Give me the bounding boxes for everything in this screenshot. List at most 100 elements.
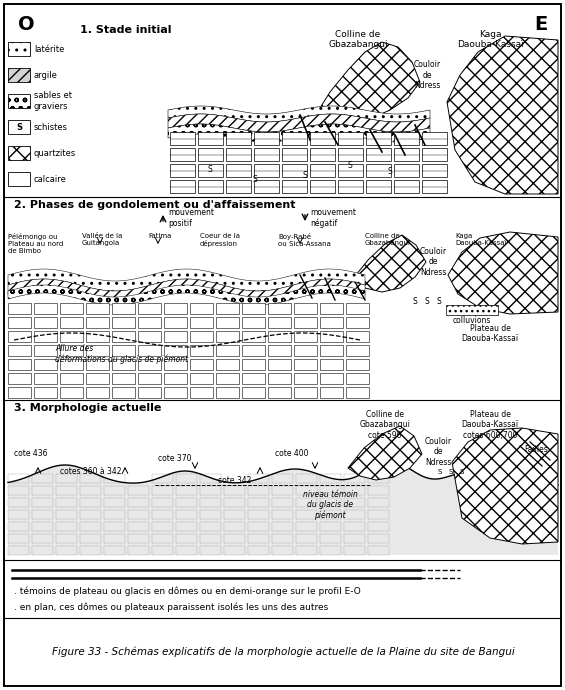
Bar (320, 359, 343, 370)
Bar (226, 180, 251, 193)
Bar (320, 331, 343, 342)
Bar (104, 534, 125, 543)
Bar (170, 164, 195, 177)
Bar (112, 317, 135, 328)
Bar (216, 345, 239, 356)
Bar (346, 331, 369, 342)
Bar (138, 387, 161, 398)
Text: Plateau de
Daouba-Kassaï
cotes 600,700: Plateau de Daouba-Kassaï cotes 600,700 (462, 410, 519, 440)
Bar (422, 164, 447, 177)
Polygon shape (452, 428, 558, 544)
Text: Vallée de la
Guitangola: Vallée de la Guitangola (82, 233, 123, 246)
Bar (346, 345, 369, 356)
Bar (310, 148, 335, 161)
Text: cote 400: cote 400 (275, 449, 308, 458)
Bar (164, 303, 187, 314)
Bar (254, 180, 279, 193)
Bar (8, 68, 30, 82)
Bar (226, 164, 251, 177)
Bar (164, 345, 187, 356)
Bar (344, 474, 365, 483)
Bar (248, 534, 269, 543)
Bar (368, 522, 389, 531)
Polygon shape (348, 426, 422, 480)
Bar (104, 498, 125, 507)
Bar (152, 510, 173, 519)
Text: schistes: schistes (34, 123, 68, 132)
Bar (128, 486, 149, 495)
Bar (200, 534, 221, 543)
Bar (242, 317, 265, 328)
Bar (224, 534, 245, 543)
Bar (56, 486, 77, 495)
Text: Fatima: Fatima (148, 233, 171, 239)
Bar (242, 331, 265, 342)
Bar (8, 94, 30, 108)
Bar (422, 148, 447, 161)
Text: S: S (16, 123, 22, 132)
Bar (394, 132, 419, 145)
Text: Failles: Failles (524, 446, 547, 455)
Bar (296, 522, 317, 531)
Bar (254, 132, 279, 145)
Bar (320, 486, 341, 495)
Text: Couloir
de
Ndress: Couloir de Ndress (414, 60, 441, 90)
Bar (152, 486, 173, 495)
Text: sables et
graviers: sables et graviers (34, 91, 72, 110)
Bar (60, 331, 83, 342)
Bar (8, 387, 31, 398)
Bar (198, 180, 223, 193)
Bar (176, 486, 197, 495)
Polygon shape (8, 461, 558, 555)
Text: S: S (460, 469, 464, 475)
Text: Coeur de la
dépression: Coeur de la dépression (200, 233, 240, 247)
Bar (32, 474, 53, 483)
Bar (34, 359, 57, 370)
Bar (60, 373, 83, 384)
Bar (200, 522, 221, 531)
Bar (272, 546, 293, 555)
Bar (268, 317, 291, 328)
Bar (446, 305, 498, 315)
Bar (32, 486, 53, 495)
Bar (190, 317, 213, 328)
Bar (112, 359, 135, 370)
Bar (294, 317, 317, 328)
Bar (8, 498, 29, 507)
Bar (164, 317, 187, 328)
Text: Kaga
Daouba-Kassaï: Kaga Daouba-Kassaï (457, 30, 523, 50)
Bar (216, 317, 239, 328)
Bar (190, 345, 213, 356)
Bar (296, 474, 317, 483)
Bar (346, 387, 369, 398)
Bar (368, 534, 389, 543)
Bar (104, 522, 125, 531)
Bar (138, 359, 161, 370)
Bar (224, 510, 245, 519)
Bar (128, 546, 149, 555)
Bar (32, 546, 53, 555)
Bar (190, 373, 213, 384)
Bar (104, 474, 125, 483)
Bar (8, 317, 31, 328)
Bar (128, 522, 149, 531)
Text: Allure des
déformations du glacis de piémont: Allure des déformations du glacis de pié… (55, 344, 188, 364)
Bar (224, 486, 245, 495)
Bar (366, 180, 391, 193)
Bar (32, 522, 53, 531)
Bar (422, 132, 447, 145)
Bar (272, 498, 293, 507)
Polygon shape (168, 106, 430, 122)
Text: Colline de
Gbazabangui: Colline de Gbazabangui (328, 30, 388, 50)
Bar (8, 510, 29, 519)
Bar (176, 498, 197, 507)
Bar (112, 373, 135, 384)
Bar (152, 474, 173, 483)
Bar (112, 331, 135, 342)
Bar (176, 474, 197, 483)
Bar (86, 373, 109, 384)
Text: latérite: latérite (34, 44, 64, 54)
Bar (128, 510, 149, 519)
Bar (104, 510, 125, 519)
Text: calcaire: calcaire (34, 175, 67, 184)
